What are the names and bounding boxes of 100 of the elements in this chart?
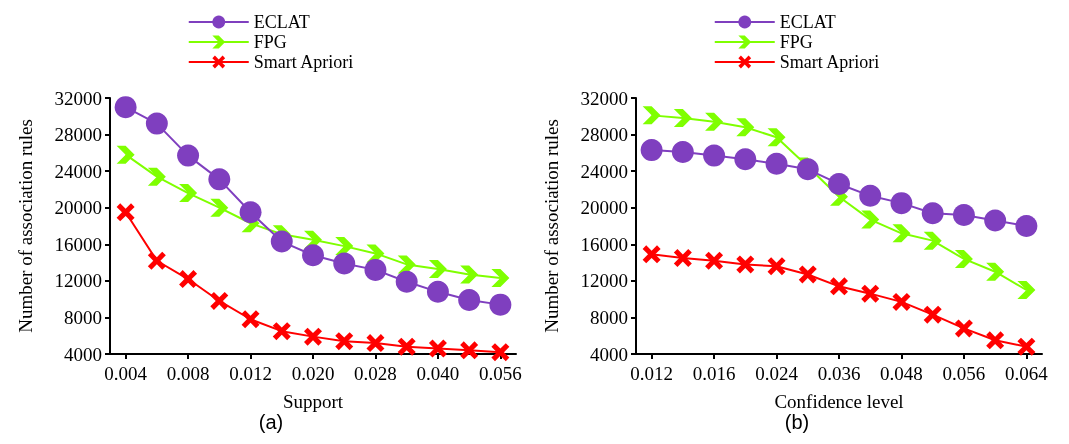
y-tick-label: 8000	[64, 306, 102, 328]
y-tick-label: 8000	[590, 306, 628, 328]
point	[986, 262, 1005, 281]
point	[145, 112, 168, 135]
y-tick-label: 4000	[64, 343, 102, 365]
point	[179, 270, 198, 289]
x-axis-title: Support	[282, 391, 344, 412]
point	[147, 251, 166, 270]
point	[397, 255, 416, 274]
point	[986, 331, 1005, 350]
point	[239, 201, 262, 224]
point	[703, 144, 726, 167]
point	[177, 144, 200, 167]
x-tick-label: 0.016	[692, 363, 736, 384]
point	[366, 334, 385, 353]
point	[890, 192, 913, 215]
point	[734, 148, 757, 171]
x-tick-label: 0.048	[880, 363, 923, 384]
point	[116, 145, 135, 164]
point	[673, 109, 692, 128]
point	[397, 337, 416, 356]
point	[114, 96, 137, 119]
point	[460, 265, 479, 284]
point	[304, 327, 322, 346]
y-tick-label: 12000	[54, 270, 102, 292]
x-tick-label: 0.020	[291, 363, 335, 384]
point	[1015, 215, 1038, 237]
point	[1017, 281, 1036, 299]
text: (a)	[258, 411, 284, 433]
point	[458, 289, 481, 312]
point	[364, 258, 387, 281]
point	[861, 284, 880, 303]
point	[892, 292, 911, 311]
point	[302, 244, 324, 267]
point	[671, 140, 694, 163]
legend-label: ECLAT	[779, 12, 836, 32]
point	[954, 249, 973, 268]
point	[642, 106, 661, 125]
y-tick-label: 24000	[54, 160, 102, 182]
point	[736, 255, 755, 274]
point	[892, 224, 911, 243]
point	[952, 204, 975, 227]
point	[765, 152, 788, 175]
point	[984, 209, 1007, 232]
x-tick-label: 0.056	[942, 363, 986, 384]
point	[335, 237, 354, 256]
point	[491, 269, 510, 288]
y-tick-label: 28000	[580, 124, 628, 146]
point	[828, 172, 850, 195]
point	[642, 245, 661, 264]
legend-label: FPG	[253, 32, 287, 52]
point	[489, 293, 512, 316]
x-axis-title: Confidence level	[774, 391, 904, 412]
point	[426, 280, 449, 303]
y-tick-label: 32000	[580, 87, 628, 109]
point	[923, 231, 942, 250]
point	[333, 252, 356, 275]
point	[705, 251, 724, 270]
y-axis-title: Number of association rules	[15, 119, 36, 333]
point	[241, 310, 260, 329]
x-tick-label: 0.056	[479, 363, 522, 384]
point	[705, 112, 724, 131]
x-tick-label: 0.028	[354, 363, 397, 384]
x-tick-label: 0.008	[166, 363, 210, 384]
y-tick-label: 16000	[54, 233, 102, 255]
y-tick-label: 16000	[580, 233, 628, 255]
y-tick-label: 12000	[580, 270, 628, 292]
y-tick-label: 28000	[54, 124, 102, 146]
point	[428, 339, 447, 358]
y-tick-label: 4000	[590, 343, 628, 365]
legend-label: Smart Apriori	[253, 52, 354, 72]
y-tick-label: 24000	[580, 160, 628, 182]
point	[923, 305, 942, 324]
point	[1017, 337, 1036, 356]
point	[147, 167, 166, 186]
x-tick-label: 0.040	[416, 363, 460, 384]
point	[954, 319, 973, 338]
point	[179, 184, 198, 203]
point	[767, 257, 786, 276]
text: (b)	[784, 411, 810, 433]
y-axis-title: Number of association rules	[541, 119, 562, 333]
legend-label: Smart Apriori	[779, 52, 880, 72]
point	[767, 128, 786, 147]
x-tick-label: 0.036	[817, 363, 861, 384]
point	[921, 202, 944, 225]
x-tick-label: 0.012	[630, 363, 673, 384]
point	[395, 270, 418, 293]
point	[116, 203, 135, 222]
y-tick-label: 20000	[54, 197, 102, 219]
point	[208, 168, 231, 191]
y-tick-label: 32000	[54, 87, 102, 109]
point	[798, 265, 817, 284]
point	[335, 332, 354, 351]
point	[673, 249, 692, 267]
point	[272, 322, 291, 341]
point	[640, 139, 663, 162]
point	[491, 343, 510, 362]
point	[460, 341, 479, 360]
x-tick-label: 0.024	[755, 363, 799, 384]
point	[270, 230, 293, 253]
